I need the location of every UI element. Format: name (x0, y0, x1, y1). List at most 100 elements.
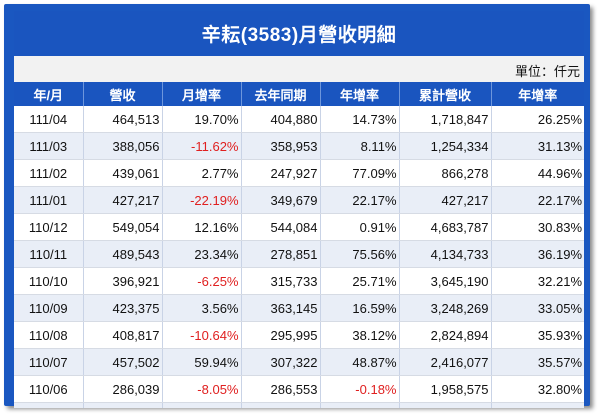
cell-cumulative-yoy: 30.83% (491, 213, 584, 241)
cell-cumulative: 3,248,269 (399, 294, 492, 322)
table-row: 111/03 388,056 -11.62% 358,953 8.11% 1,254,33… (14, 132, 584, 160)
table-row: 110/09 423,375 3.56% 363,145 16.59% 3,248,269… (14, 294, 584, 322)
cell-mom: 19.70% (162, 106, 242, 133)
cell-cumulative-yoy: 44.96% (491, 159, 584, 187)
cell-yoy: -0.18% (320, 375, 400, 403)
cell-yoy: 22.17% (320, 186, 400, 214)
cell-last-year: 310,003 (241, 402, 321, 408)
cell-cumulative: 1,254,334 (399, 132, 492, 160)
cell-last-year: 358,953 (241, 132, 321, 160)
cell-cumulative-yoy: 35.93% (491, 321, 584, 349)
cell-revenue: 427,217 (83, 186, 163, 214)
header-month: 年/月 (14, 82, 84, 106)
cell-yoy: 14.73% (320, 106, 400, 133)
table-row: 110/10 396,921 -6.25% 315,733 25.71% 3,645,19… (14, 267, 584, 295)
cell-yoy: 16.59% (320, 294, 400, 322)
cell-mom: -23.16% (162, 402, 242, 408)
cell-revenue: 396,921 (83, 267, 163, 295)
report-title: 辛耘(3583)月營收明細 (201, 25, 397, 46)
cell-revenue: 423,375 (83, 294, 163, 322)
header-mom: 月增率 (162, 82, 242, 106)
cell-mom: -10.64% (162, 321, 242, 349)
cell-yoy: 77.09% (320, 159, 400, 187)
header-last-year: 去年同期 (241, 82, 321, 106)
cell-cumulative: 4,683,787 (399, 213, 492, 241)
cell-month: 110/07 (14, 348, 84, 376)
table-row: 110/11 489,543 23.34% 278,851 75.56% 4,134,73… (14, 240, 584, 268)
cell-cumulative-yoy: 33.05% (491, 294, 584, 322)
table-row: 110/08 408,817 -10.64% 295,995 38.12% 2,824,8… (14, 321, 584, 349)
cell-last-year: 315,733 (241, 267, 321, 295)
cell-cumulative: 1,672,536 (399, 402, 492, 408)
cell-yoy: 0.35% (320, 402, 400, 408)
cell-cumulative-yoy: 31.13% (491, 132, 584, 160)
cell-cumulative: 4,134,733 (399, 240, 492, 268)
unit-bar: 單位：仟元 (14, 56, 584, 82)
cell-revenue: 286,039 (83, 375, 163, 403)
cell-month: 110/11 (14, 240, 84, 268)
cell-cumulative-yoy: 40.75% (491, 402, 584, 408)
header-cumulative-yoy: 年增率 (491, 82, 584, 106)
cell-revenue: 489,543 (83, 240, 163, 268)
cell-cumulative-yoy: 35.57% (491, 348, 584, 376)
cell-revenue: 311,097 (83, 402, 163, 408)
cell-yoy: 38.12% (320, 321, 400, 349)
cell-mom: 3.56% (162, 294, 242, 322)
cell-month: 110/12 (14, 213, 84, 241)
cell-last-year: 295,995 (241, 321, 321, 349)
cell-last-year: 247,927 (241, 159, 321, 187)
cell-yoy: 0.91% (320, 213, 400, 241)
cell-mom: 23.34% (162, 240, 242, 268)
table-row: 110/06 286,039 -8.05% 286,553 -0.18% 1,958,57… (14, 375, 584, 403)
cell-last-year: 278,851 (241, 240, 321, 268)
cell-mom: -6.25% (162, 267, 242, 295)
table-row: 110/05311,097-23.16%310,0030.35%1,672,53… (14, 402, 584, 408)
unit-label: 單位：仟元 (514, 64, 580, 79)
cell-mom: 59.94% (162, 348, 242, 376)
cell-month: 111/03 (14, 132, 84, 160)
cell-mom: -22.19% (162, 186, 242, 214)
cell-cumulative-yoy: 22.17% (491, 186, 584, 214)
cell-cumulative-yoy: 32.80% (491, 375, 584, 403)
header-row: 年/月 營收 月增率 去年同期 年增率 累計營收 年增率 (14, 82, 584, 106)
header-revenue: 營收 (83, 82, 163, 106)
cell-revenue: 549,054 (83, 213, 163, 241)
cell-month: 110/06 (14, 375, 84, 403)
cell-last-year: 544,084 (241, 213, 321, 241)
cell-month: 110/05 (14, 402, 84, 408)
cell-cumulative-yoy: 32.21% (491, 267, 584, 295)
cell-mom: -11.62% (162, 132, 242, 160)
cell-mom: 2.77% (162, 159, 242, 187)
cell-last-year: 286,553 (241, 375, 321, 403)
cell-month: 111/02 (14, 159, 84, 187)
table-row: 111/04 464,513 19.70% 404,880 14.73% 1,718,84… (14, 106, 584, 133)
cell-mom: 12.16% (162, 213, 242, 241)
cell-cumulative: 3,645,190 (399, 267, 492, 295)
cell-cumulative: 1,958,575 (399, 375, 492, 403)
cell-month: 110/10 (14, 267, 84, 295)
table-row: 111/01 427,217 -22.19% 349,679 22.17% 427,217… (14, 186, 584, 214)
cell-cumulative: 2,824,894 (399, 321, 492, 349)
table-row: 110/12 549,054 12.16% 544,084 0.91% 4,683,787… (14, 213, 584, 241)
table-row: 110/07 457,502 59.94% 307,322 48.87% 2,416,07… (14, 348, 584, 376)
cell-cumulative-yoy: 26.25% (491, 106, 584, 133)
cell-mom: -8.05% (162, 375, 242, 403)
cell-cumulative: 427,217 (399, 186, 492, 214)
cell-yoy: 25.71% (320, 267, 400, 295)
revenue-table: 年/月 營收 月增率 去年同期 年增率 累計營收 年增率 111/04 464,5… (14, 82, 584, 408)
cell-month: 110/09 (14, 294, 84, 322)
cell-month: 111/01 (14, 186, 84, 214)
cell-cumulative: 2,416,077 (399, 348, 492, 376)
cell-revenue: 388,056 (83, 132, 163, 160)
cell-revenue: 457,502 (83, 348, 163, 376)
cell-last-year: 349,679 (241, 186, 321, 214)
cell-revenue: 439,061 (83, 159, 163, 187)
cell-last-year: 307,322 (241, 348, 321, 376)
cell-revenue: 464,513 (83, 106, 163, 133)
report-panel: 辛耘(3583)月營收明細 單位：仟元 年/月 營收 月增率 去年同期 年增率 … (14, 11, 584, 408)
cell-cumulative: 1,718,847 (399, 106, 492, 133)
header-cumulative: 累計營收 (399, 82, 492, 106)
cell-yoy: 8.11% (320, 132, 400, 160)
cell-yoy: 75.56% (320, 240, 400, 268)
cell-yoy: 48.87% (320, 348, 400, 376)
